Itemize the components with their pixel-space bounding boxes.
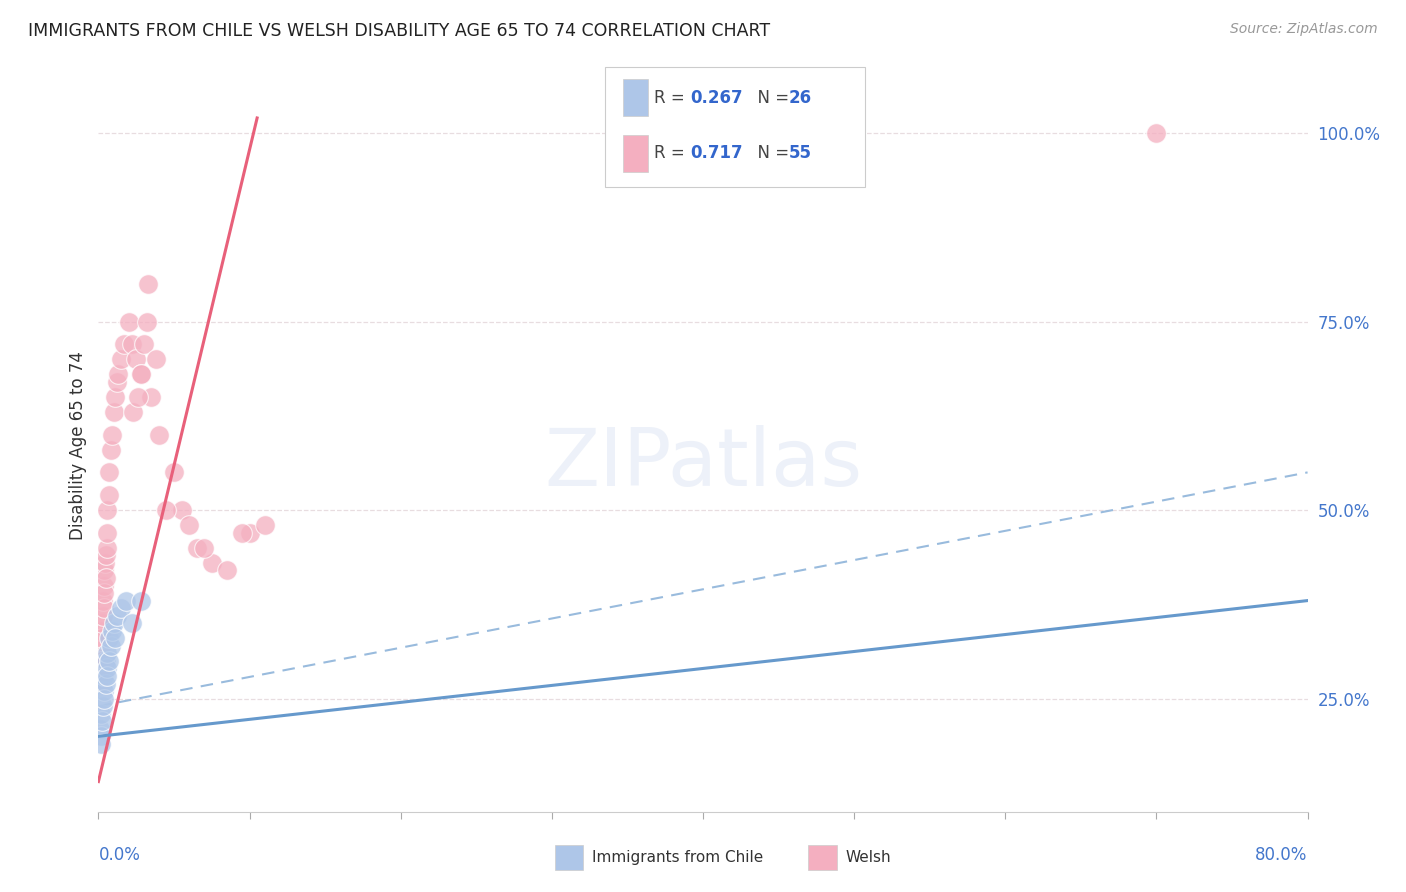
Point bbox=[91, 593, 114, 607]
Point bbox=[121, 616, 143, 631]
Point bbox=[136, 277, 159, 291]
Point bbox=[129, 368, 152, 382]
Point bbox=[253, 518, 276, 533]
Text: ZIPatlas: ZIPatlas bbox=[544, 425, 862, 503]
Text: 26: 26 bbox=[789, 88, 811, 107]
Point bbox=[89, 669, 111, 683]
Point bbox=[89, 676, 111, 690]
Point bbox=[90, 737, 112, 751]
Point bbox=[90, 729, 112, 743]
Text: 0.717: 0.717 bbox=[690, 145, 742, 162]
Text: 55: 55 bbox=[789, 145, 811, 162]
Point bbox=[94, 654, 117, 668]
Point bbox=[91, 632, 114, 646]
Point bbox=[94, 571, 117, 585]
Point bbox=[90, 706, 112, 721]
Point bbox=[135, 315, 157, 329]
Point bbox=[91, 699, 114, 714]
Point bbox=[118, 315, 141, 329]
Point bbox=[141, 390, 163, 404]
Point bbox=[91, 616, 114, 631]
Point bbox=[110, 352, 132, 367]
Point bbox=[104, 390, 127, 404]
Point bbox=[91, 608, 114, 623]
Point bbox=[155, 503, 177, 517]
Point bbox=[101, 427, 124, 442]
Point bbox=[148, 427, 170, 442]
Point bbox=[105, 375, 128, 389]
Point bbox=[96, 503, 118, 517]
Point bbox=[231, 525, 253, 540]
Point bbox=[94, 549, 117, 563]
Point bbox=[163, 466, 186, 480]
Text: IMMIGRANTS FROM CHILE VS WELSH DISABILITY AGE 65 TO 74 CORRELATION CHART: IMMIGRANTS FROM CHILE VS WELSH DISABILIT… bbox=[28, 22, 770, 40]
Point bbox=[129, 593, 152, 607]
Point bbox=[93, 578, 115, 592]
Point bbox=[112, 337, 135, 351]
Point bbox=[100, 639, 122, 653]
Point bbox=[96, 525, 118, 540]
Point bbox=[91, 676, 114, 690]
Point bbox=[110, 601, 132, 615]
Point bbox=[98, 632, 121, 646]
Point bbox=[103, 405, 125, 419]
Text: Immigrants from Chile: Immigrants from Chile bbox=[592, 850, 763, 864]
Point bbox=[104, 632, 127, 646]
Point bbox=[122, 405, 145, 419]
Point bbox=[193, 541, 215, 555]
Point bbox=[93, 601, 115, 615]
Point bbox=[96, 669, 118, 683]
Point bbox=[105, 608, 128, 623]
Point bbox=[89, 722, 111, 736]
Point bbox=[93, 684, 115, 698]
Point bbox=[107, 368, 129, 382]
Point bbox=[96, 661, 118, 675]
Text: Welsh: Welsh bbox=[845, 850, 890, 864]
Text: 0.0%: 0.0% bbox=[98, 846, 141, 863]
Point bbox=[94, 556, 117, 570]
Point bbox=[96, 646, 118, 660]
Point bbox=[98, 488, 121, 502]
Point bbox=[125, 352, 148, 367]
Point bbox=[201, 556, 224, 570]
Text: N =: N = bbox=[747, 145, 794, 162]
Point bbox=[121, 337, 143, 351]
Point bbox=[114, 593, 136, 607]
Text: 80.0%: 80.0% bbox=[1256, 846, 1308, 863]
Point bbox=[93, 586, 115, 600]
Point bbox=[93, 669, 115, 683]
Point bbox=[98, 654, 121, 668]
Point bbox=[94, 676, 117, 690]
Point bbox=[98, 466, 121, 480]
Point bbox=[90, 624, 112, 638]
Text: N =: N = bbox=[747, 88, 794, 107]
Point bbox=[170, 503, 193, 517]
Point bbox=[93, 563, 115, 577]
Point bbox=[90, 654, 112, 668]
Point bbox=[127, 390, 149, 404]
Point bbox=[90, 661, 112, 675]
Text: 0.267: 0.267 bbox=[690, 88, 742, 107]
Point bbox=[93, 691, 115, 706]
Point bbox=[103, 616, 125, 631]
Point bbox=[90, 639, 112, 653]
Point bbox=[101, 624, 124, 638]
Text: R =: R = bbox=[654, 145, 690, 162]
Y-axis label: Disability Age 65 to 74: Disability Age 65 to 74 bbox=[69, 351, 87, 541]
Point bbox=[179, 518, 201, 533]
Point bbox=[239, 525, 262, 540]
Point bbox=[186, 541, 208, 555]
Point bbox=[145, 352, 167, 367]
Point bbox=[96, 541, 118, 555]
Point bbox=[100, 442, 122, 457]
Point bbox=[215, 563, 238, 577]
Point bbox=[132, 337, 155, 351]
Point bbox=[1146, 126, 1168, 140]
Text: R =: R = bbox=[654, 88, 690, 107]
Point bbox=[91, 714, 114, 729]
Text: Source: ZipAtlas.com: Source: ZipAtlas.com bbox=[1230, 22, 1378, 37]
Point bbox=[129, 368, 152, 382]
